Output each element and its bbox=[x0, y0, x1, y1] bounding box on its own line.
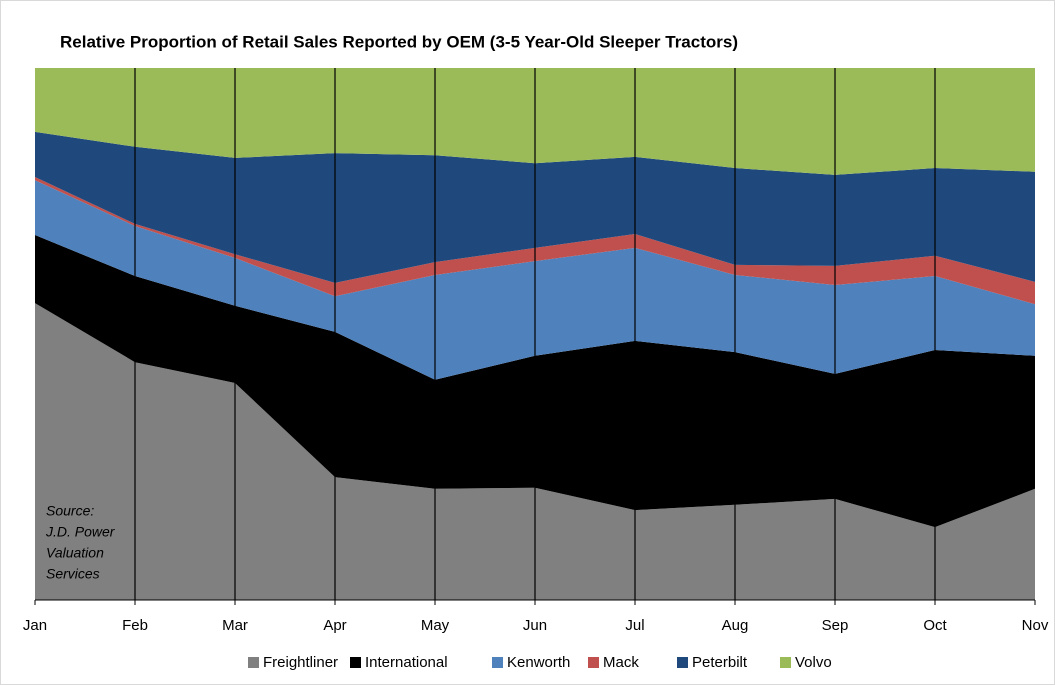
x-tick-label: Feb bbox=[122, 617, 148, 634]
chart-title: Relative Proportion of Retail Sales Repo… bbox=[60, 32, 738, 51]
annotation: Services bbox=[46, 566, 100, 582]
x-tick-label: Jan bbox=[23, 617, 47, 634]
legend-label: Freightliner bbox=[263, 654, 338, 671]
x-tick-label: Aug bbox=[722, 617, 749, 634]
legend-swatch bbox=[780, 657, 791, 668]
x-tick-label: Jul bbox=[625, 617, 644, 634]
legend-label: Kenworth bbox=[507, 654, 570, 671]
legend-swatch bbox=[588, 657, 599, 668]
annotation: Source: bbox=[46, 503, 94, 519]
area bbox=[35, 303, 1035, 600]
x-tick-label: May bbox=[421, 617, 450, 634]
x-tick-label: Jun bbox=[523, 617, 547, 634]
legend-label: International bbox=[365, 654, 448, 671]
legend-label: Peterbilt bbox=[692, 654, 748, 671]
annotation: J.D. Power bbox=[45, 524, 116, 540]
x-tick-label: Nov bbox=[1022, 617, 1049, 634]
legend-label: Volvo bbox=[795, 654, 832, 671]
x-tick-label: Oct bbox=[923, 617, 947, 634]
legend-swatch bbox=[350, 657, 361, 668]
legend-label: Mack bbox=[603, 654, 639, 671]
annotation: Valuation bbox=[46, 545, 104, 561]
x-tick-label: Sep bbox=[822, 617, 849, 634]
x-tick-label: Apr bbox=[323, 617, 346, 634]
x-tick-label: Mar bbox=[222, 617, 248, 634]
area bbox=[35, 177, 1035, 305]
legend-swatch bbox=[248, 657, 259, 668]
legend-swatch bbox=[492, 657, 503, 668]
legend-swatch bbox=[677, 657, 688, 668]
